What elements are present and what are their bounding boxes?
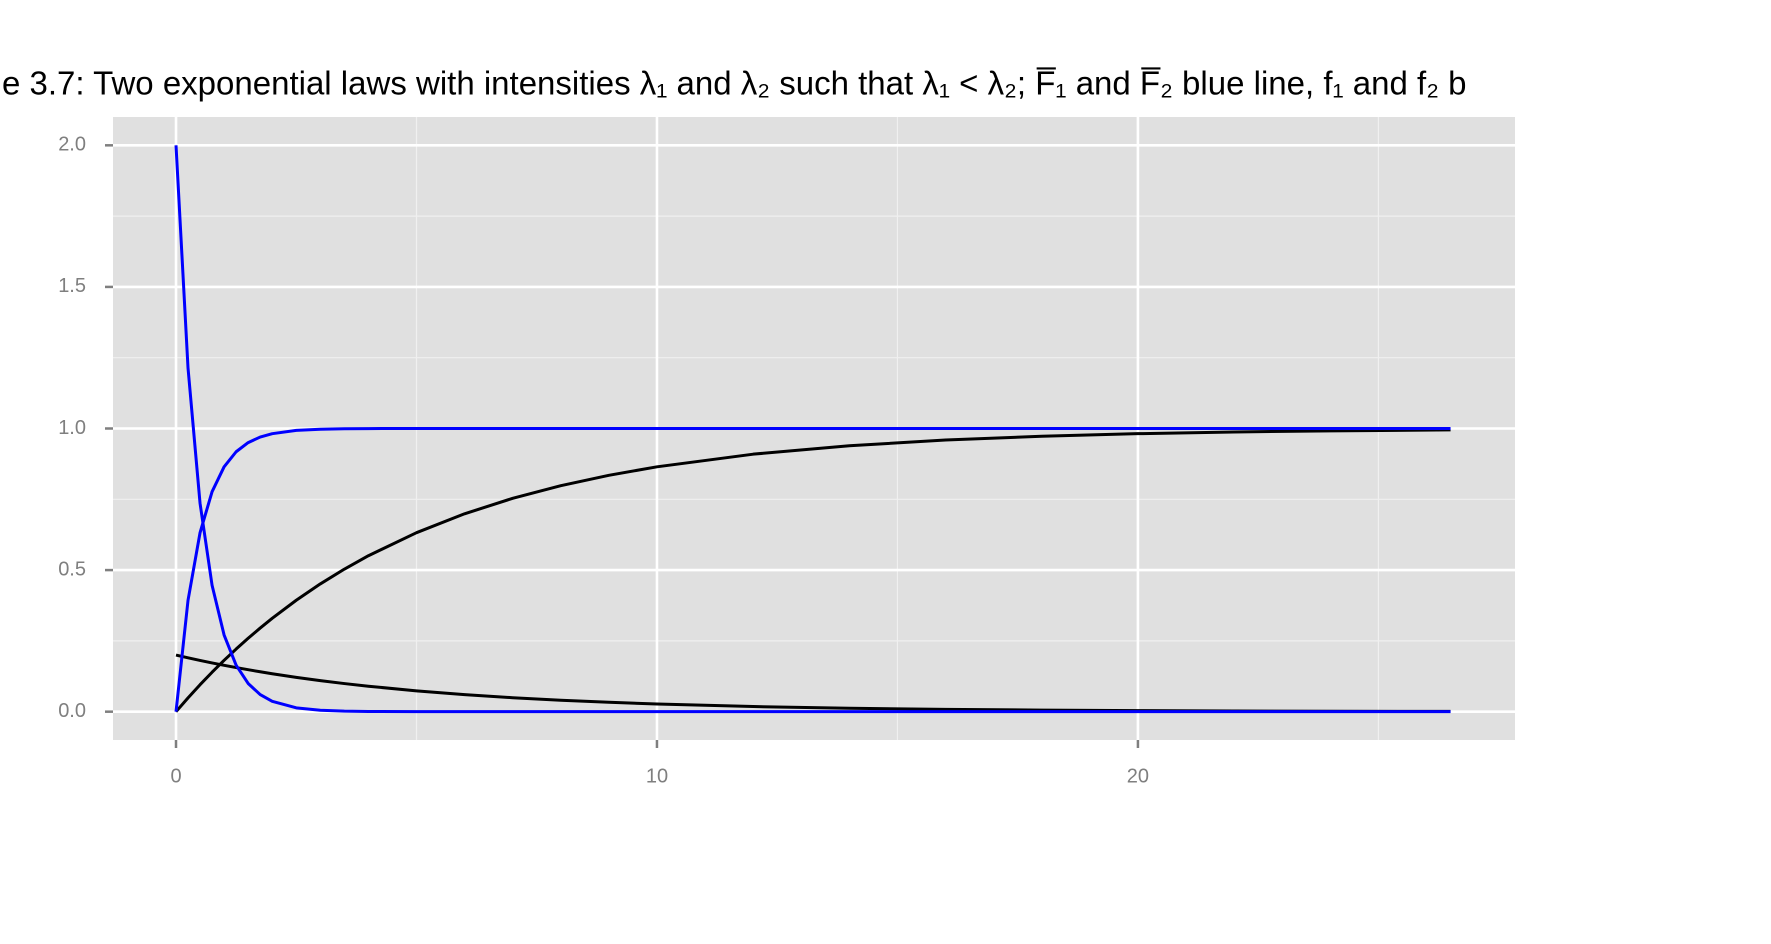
- y-tick-label: 2.0: [58, 134, 86, 156]
- y-tick-label: 1.0: [58, 417, 86, 439]
- series-line: [174, 427, 1451, 712]
- series-line: [175, 653, 1451, 713]
- chart-title: e 3.7: Two exponential laws with intensi…: [2, 65, 1467, 102]
- series-line: [174, 428, 1451, 713]
- y-tick-label: 1.5: [58, 275, 86, 297]
- y-tick-label: 0.0: [58, 700, 86, 722]
- y-tick-label: 0.5: [58, 558, 86, 580]
- x-tick-label: 0: [170, 765, 181, 787]
- x-tick-label: 10: [646, 765, 668, 787]
- x-tick-label: 20: [1127, 765, 1149, 787]
- series-line: [174, 145, 1451, 714]
